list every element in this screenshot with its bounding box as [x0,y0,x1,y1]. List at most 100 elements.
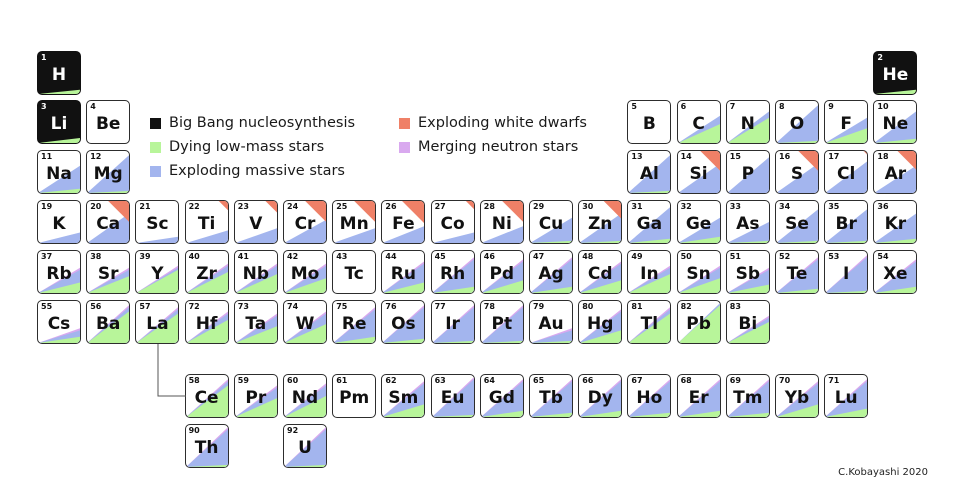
element-composition-hg [579,309,622,343]
low-mass-stars-band-os [382,338,425,343]
element-composition-p [726,157,769,193]
element-symbol-ru: Ru [390,264,416,284]
element-composition-zn [579,201,622,243]
element-symbol-w: W [295,314,315,334]
element-cell-si: 14 Si [676,150,721,194]
element-cell-tb: 65 Tb [529,374,573,418]
legend-label-low-mass-stars: Dying low-mass stars [169,139,325,155]
element-symbol-cl: Cl [837,164,856,184]
element-composition-ta [234,313,277,343]
legend-swatch-neutron-stars [399,142,410,153]
element-composition-yb [776,381,818,417]
atomic-number-te: 52 [779,252,791,261]
element-composition-in [628,265,671,293]
element-symbol-sm: Sm [388,388,419,408]
white-dwarfs-wedge-si [699,151,720,171]
low-mass-stars-band-yb [776,404,818,417]
element-cell-p: 15 P [725,150,770,194]
element-cell-er: 68 Er [676,374,721,418]
massive-stars-band-tm [726,381,769,417]
element-composition-ti [185,201,228,243]
element-symbol-ba: Ba [95,314,121,334]
atomic-number-k: 19 [41,202,53,211]
low-mass-stars-band-h [38,89,80,94]
atomic-number-er: 68 [680,376,692,385]
element-composition-u [284,427,326,467]
atomic-number-sb: 51 [729,252,741,261]
atomic-number-au: 79 [533,302,545,311]
legend: Big Bang nucleosynthesis Dying low-mass … [150,114,610,186]
massive-stars-band-au [530,330,572,343]
low-mass-stars-band-sn [677,278,720,293]
legend-label-big-bang: Big Bang nucleosynthesis [169,115,356,131]
massive-stars-band-cr [284,219,326,243]
element-symbol-i: I [843,264,850,284]
atomic-number-mn: 25 [336,202,348,211]
element-cell-sn: 50 Sn [676,250,721,294]
element-symbol-gd: Gd [488,388,515,408]
massive-stars-band-ne [874,111,917,143]
element-composition-ne [874,111,917,143]
element-cell-eu: 63 Eu [430,374,475,418]
element-composition-si [677,151,720,193]
element-composition-nd [284,383,326,417]
atomic-number-w: 74 [287,302,299,311]
element-composition-mo [284,263,326,293]
element-symbol-fe: Fe [392,214,415,234]
element-composition-pd [480,259,523,293]
legend-label-massive-stars: Exploding massive stars [169,163,345,179]
element-cell-ge: 32 Ge [676,200,721,244]
element-cell-tc: 43 Tc [332,250,377,294]
element-symbol-eu: Eu [440,388,465,408]
element-cell-ti: 22 Ti [184,200,229,244]
element-symbol-f: F [840,114,852,134]
element-composition-f [825,117,868,143]
low-mass-stars-band-ce [185,385,228,417]
element-composition-h [38,89,80,94]
atomic-number-zn: 30 [582,202,594,211]
element-cell-hf: 72 Hf [184,300,229,344]
low-mass-stars-band-ge [677,236,720,243]
element-composition-k [38,232,80,243]
low-mass-stars-band-ho [628,412,671,417]
massive-stars-band-na [38,165,80,193]
low-mass-stars-band-eu [431,414,474,417]
element-symbol-nb: Nb [242,264,269,284]
element-composition-ho [628,379,671,417]
element-symbol-au: Au [538,314,564,334]
element-cell-tm: 69 Tm [725,374,770,418]
atomic-number-sr: 38 [90,252,102,261]
low-mass-stars-band-pd [480,280,523,293]
atomic-number-gd: 64 [483,376,495,385]
element-composition-li [38,137,80,143]
element-symbol-ne: Ne [882,114,909,134]
element-composition-ge [677,217,720,243]
atomic-number-ar: 18 [877,152,889,161]
atomic-number-v: 23 [237,202,249,211]
low-mass-stars-band-hg [579,330,622,343]
atomic-number-i: 53 [828,252,840,261]
element-symbol-pb: Pb [686,314,711,334]
element-composition-cl [825,151,868,193]
element-cell-nb: 41 Nb [233,250,278,294]
element-symbol-tc: Tc [344,264,364,284]
element-cell-y: 39 Y [135,250,180,294]
atomic-number-la: 57 [139,302,151,311]
atomic-number-ni: 28 [483,202,495,211]
element-symbol-k: K [52,214,66,234]
element-cell-co: 27 Co [430,200,475,244]
atomic-number-li: 3 [41,102,47,111]
atomic-number-zr: 40 [188,252,200,261]
element-symbol-in: In [640,264,659,284]
legend-swatch-low-mass-stars [150,142,161,153]
low-mass-stars-band-se [776,240,818,243]
element-cell-ho: 67 Ho [627,374,672,418]
element-symbol-sr: Sr [97,264,119,284]
atomic-number-c: 6 [680,102,687,111]
element-cell-ne: 10 Ne [873,100,918,144]
element-symbol-o: O [789,114,805,134]
element-symbol-mn: Mn [339,214,369,234]
element-cell-pr: 59 Pr [233,374,278,418]
element-symbol-rh: Rh [439,264,466,284]
atomic-number-cs: 55 [41,302,53,311]
